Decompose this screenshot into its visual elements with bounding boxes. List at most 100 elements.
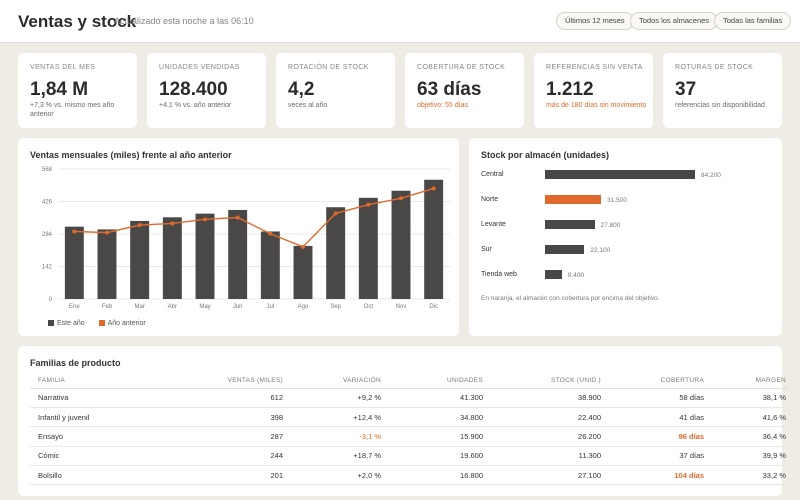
x-tick-label: Sep: [330, 304, 341, 310]
y-tick-label: 142: [42, 265, 53, 271]
cell-ventas: 244: [150, 446, 285, 467]
cell-unidades: 34.800: [383, 407, 485, 428]
x-tick-label: Mar: [134, 304, 144, 310]
warehouse-stock-card: Stock por almacén (unidades) Central 84.2…: [469, 138, 782, 336]
column-header-familia[interactable]: Familia: [30, 374, 150, 389]
sales-chart: 0 142 284 426 568 Ene Feb Mar Abr May Jun Jul Ago Sep…: [42, 167, 450, 310]
warehouse-name: Sur: [481, 246, 492, 253]
column-header-ventas[interactable]: Ventas (miles): [150, 374, 285, 389]
warehouse-title: Stock por almacén (unidades): [481, 150, 610, 160]
bar-this-year: [97, 229, 117, 299]
point-last-year: [301, 244, 305, 249]
bar-this-year: [391, 190, 411, 299]
column-header-stock[interactable]: Stock (unid.): [485, 374, 603, 389]
chart-legend: Este año Año anterior: [48, 320, 158, 327]
top-bar: Ventas y stock Actualizado esta noche a …: [0, 0, 800, 43]
point-last-year: [235, 215, 240, 220]
x-tick-label: Jun: [233, 304, 243, 310]
kpi-note: +4,1 % vs. año anterior: [159, 102, 232, 109]
cell-stock: 26.200: [485, 426, 603, 447]
kpi-note: referencias sin disponibilidad: [675, 102, 765, 109]
cell-cobertura: 41 días: [603, 407, 706, 428]
last-updated-text: Actualizado esta noche a las 06:10: [114, 16, 254, 26]
cell-unidades: 41.300: [383, 388, 485, 408]
kpi-note: veces al año: [288, 102, 328, 109]
legend-item-this-year: Este año: [48, 320, 85, 327]
point-last-year: [170, 221, 175, 226]
cell-stock: 11.300: [485, 446, 603, 467]
legend-item-last-year: Año anterior: [98, 320, 146, 327]
kpi-card-sales: Ventas del mes 1,84 M +7,3 % vs. mismo m…: [18, 53, 137, 128]
kpi-label: Cobertura de stock: [417, 64, 506, 71]
cell-ventas: 612: [150, 388, 285, 408]
x-tick-label: Jul: [266, 304, 274, 310]
cell-cobertura: 58 días: [603, 388, 706, 408]
kpi-card-units: Unidades vendidas 128.400 +4,1 % vs. año…: [147, 53, 266, 128]
warehouse-bar: [545, 220, 595, 229]
table-row[interactable]: Infantil y juvenil 398 +12,4 % 34.800 22…: [30, 407, 788, 428]
warehouse-name: Central: [481, 171, 504, 178]
kpi-value: 63 días: [417, 79, 482, 100]
warehouse-value: 27.800: [600, 222, 621, 229]
kpi-card-stockouts: Roturas de stock 37 referencias sin disp…: [663, 53, 782, 128]
kpi-card-coverage: Cobertura de stock 63 días objetivo: 55 …: [405, 53, 524, 128]
x-tick-label: May: [199, 304, 210, 310]
x-tick-label: Ene: [69, 304, 80, 310]
cell-margen: 39,9 %: [706, 446, 788, 467]
warehouse-note: En naranja, el almacén con cobertura por…: [481, 295, 660, 302]
legend-swatch: [98, 320, 105, 326]
table-row[interactable]: Narrativa 612 +9,2 % 41.300 38.900 58 dí…: [30, 388, 788, 408]
bar-this-year: [293, 245, 313, 299]
cell-ventas: 398: [150, 407, 285, 428]
column-header-unidades[interactable]: Unidades: [383, 374, 485, 389]
cell-margen: 38,1 %: [706, 388, 788, 408]
cell-variacion: +12,4 %: [285, 407, 383, 428]
column-header-cobertura[interactable]: Cobertura: [603, 374, 706, 389]
cell-variacion: -3,1 %: [285, 426, 383, 447]
kpi-label: Referencias sin venta: [546, 64, 643, 71]
kpi-value: 1.212: [546, 79, 594, 100]
warehouse-bar: [545, 270, 562, 279]
bar-this-year: [326, 207, 346, 299]
cell-stock: 38.900: [485, 388, 603, 408]
cell-ventas: 287: [150, 426, 285, 447]
bar-this-year: [260, 231, 280, 299]
kpi-label: Unidades vendidas: [159, 64, 240, 71]
cell-variacion: +18,7 %: [285, 446, 383, 467]
warehouse-value: 84.200: [701, 172, 721, 179]
warehouse-bar: [545, 245, 585, 254]
x-tick-label: Ago: [298, 304, 309, 310]
kpi-label: Roturas de stock: [675, 64, 754, 71]
point-last-year: [137, 223, 142, 228]
y-tick-label: 426: [42, 200, 53, 206]
filter-warehouse-button[interactable]: Todos los almacenes: [630, 12, 719, 30]
table-row[interactable]: Bolsillo 201 +2,0 % 16.800 27.100 104 dí…: [30, 465, 788, 486]
x-tick-label: Nov: [396, 304, 407, 310]
warehouse-bar: [545, 195, 602, 204]
bar-this-year: [130, 220, 150, 299]
cell-familia: Infantil y juvenil: [30, 407, 150, 428]
cell-variacion: +9,2 %: [285, 388, 383, 408]
bar-this-year: [228, 209, 248, 299]
cell-stock: 22.400: [485, 407, 603, 428]
warehouse-bar: [545, 170, 695, 179]
cell-margen: 33,2 %: [706, 465, 788, 486]
point-last-year: [203, 217, 207, 222]
chart-title: Ventas mensuales (miles) frente al año a…: [30, 150, 232, 160]
bar-this-year: [64, 226, 84, 299]
bar-this-year: [195, 213, 215, 299]
kpi-card-no-sales: Referencias sin venta 1.212 más de 180 d…: [534, 53, 653, 128]
filter-family-button[interactable]: Todas las familias: [714, 12, 792, 30]
column-header-variacion[interactable]: Variación: [285, 374, 383, 389]
families-table: Familia Ventas (miles) Variación Unidade…: [30, 374, 788, 486]
table-row[interactable]: Ensayo 287 -3,1 % 15.900 26.200 96 días …: [30, 426, 788, 447]
cell-margen: 36,4 %: [706, 426, 788, 447]
kpi-card-rotation: Rotación de stock 4,2 veces al año: [276, 53, 395, 128]
table-row[interactable]: Cómic 244 +18,7 % 19.600 11.300 37 días …: [30, 446, 788, 467]
kpi-note: más de 180 días sin movimiento: [546, 102, 647, 109]
point-last-year: [105, 230, 109, 235]
point-last-year: [72, 229, 77, 234]
column-header-margen[interactable]: Margen: [706, 374, 788, 389]
warehouse-value: 9.400: [567, 272, 585, 279]
filter-period-button[interactable]: Últimos 12 meses: [556, 12, 634, 30]
